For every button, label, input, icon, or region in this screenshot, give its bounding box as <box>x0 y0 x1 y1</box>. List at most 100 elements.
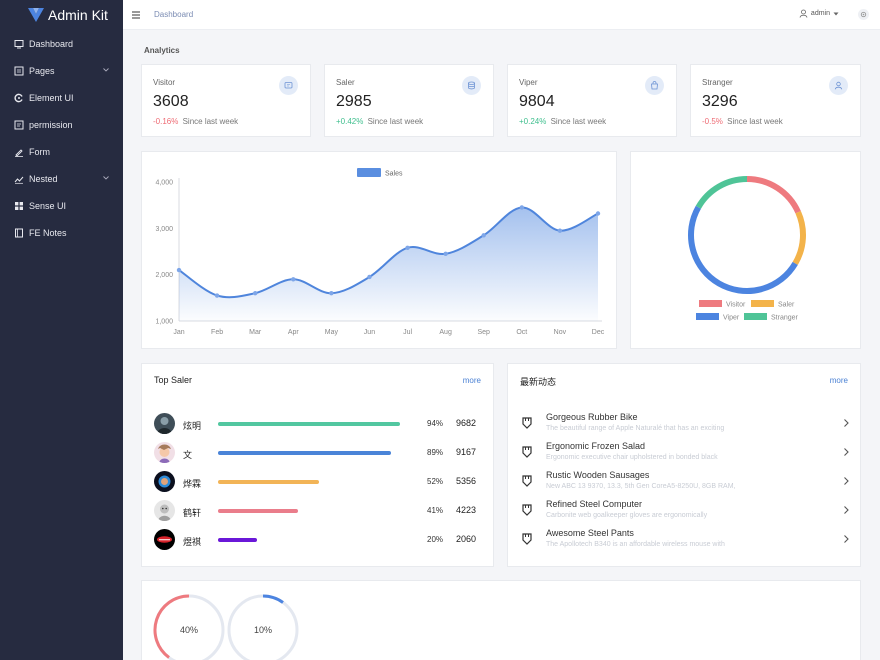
stat-change: +0.24% Since last week <box>519 117 606 126</box>
saler-row[interactable]: 烨霖 52% 5356 <box>154 471 480 493</box>
progress-bar <box>218 509 412 513</box>
y-tick-label: 1,000 <box>155 319 173 326</box>
x-tick-label: Jan <box>173 329 184 336</box>
badge-icon <box>522 475 532 487</box>
data-point[interactable] <box>214 293 220 298</box>
stat-card-visitor: Visitor 3608 -0.16% Since last week <box>141 64 311 137</box>
activity-item[interactable]: Awesome Steel Pants The Apollotech B340 … <box>520 528 850 554</box>
donut-slice[interactable] <box>695 176 748 209</box>
saler-name: 烨霖 <box>183 479 202 489</box>
hamburger-icon[interactable] <box>132 11 140 19</box>
sidebar-item-label: Sense UI <box>29 200 67 211</box>
data-point[interactable] <box>252 291 258 296</box>
sidebar-item-permission[interactable]: permission <box>0 111 123 138</box>
data-point[interactable] <box>443 251 448 257</box>
sidebar-item-dashboard[interactable]: Dashboard <box>0 30 123 57</box>
saler-row[interactable]: 文 89% 9167 <box>154 442 480 464</box>
user-menu[interactable]: admin <box>799 9 842 18</box>
sidebar-item-nested[interactable]: Nested <box>0 165 123 192</box>
badge-icon <box>522 533 532 545</box>
form-icon <box>14 147 24 157</box>
legend-label: Saler <box>778 302 795 309</box>
data-point[interactable] <box>291 277 296 282</box>
y-tick-label: 2,000 <box>155 272 173 279</box>
activity-title: Rustic Wooden Sausages <box>546 470 650 480</box>
legend-swatch <box>699 300 722 307</box>
donut-chart-card: Visitor Saler Viper Stranger <box>630 151 861 349</box>
progress-fill <box>218 538 257 542</box>
saler-value: 4223 <box>456 505 477 515</box>
x-tick-label: Dec <box>592 329 605 336</box>
saler-row[interactable]: 炫明 94% 9682 <box>154 413 480 435</box>
activity-title: Refined Steel Computer <box>546 499 643 509</box>
pages-icon <box>14 66 24 76</box>
data-point[interactable] <box>367 274 372 280</box>
activity-item[interactable]: Rustic Wooden Sausages New ABC 13 9370, … <box>520 470 850 496</box>
saler-row[interactable]: 鹤轩 41% 4223 <box>154 500 480 522</box>
sidebar-item-fe-notes[interactable]: FE Notes <box>0 219 123 246</box>
caret-down-icon <box>833 12 839 15</box>
progress-gauges: 40% 10% <box>153 594 299 660</box>
sidebar-menu: Dashboard Pages Element UI permission Fo… <box>0 30 123 246</box>
saler-value: 2060 <box>456 534 477 544</box>
stat-label: Stranger <box>702 78 733 87</box>
username: admin <box>810 10 830 17</box>
chevron-right-icon <box>844 535 849 543</box>
database-icon <box>462 76 481 95</box>
grid-icon <box>14 201 24 211</box>
donut-slice[interactable] <box>688 205 798 294</box>
user-icon <box>829 76 848 95</box>
more-link[interactable]: more <box>829 376 848 385</box>
stat-change-percent: -0.5% <box>702 117 723 126</box>
user-icon <box>799 9 808 18</box>
saler-name: 炫明 <box>183 421 202 431</box>
x-tick-label: Apr <box>288 329 300 336</box>
legend-swatch <box>751 300 774 307</box>
gauges-card: 40% 10% <box>141 580 861 660</box>
donut-slice[interactable] <box>792 210 806 265</box>
app-title: Admin Kit <box>48 7 108 23</box>
progress-bar <box>218 451 412 455</box>
activity-subtitle: Carbonite web goalkeeper gloves are ergo… <box>546 512 708 519</box>
sidebar-item-form[interactable]: Form <box>0 138 123 165</box>
saler-percent: 20% <box>427 535 444 544</box>
gauge-label: 10% <box>254 625 272 635</box>
sidebar-item-pages[interactable]: Pages <box>0 57 123 84</box>
visitor-donut-chart: Visitor Saler Viper Stranger <box>688 176 806 322</box>
data-point[interactable] <box>595 211 601 216</box>
saler-value: 9682 <box>456 418 477 428</box>
saler-row[interactable]: 煜祺 20% 2060 <box>154 529 480 551</box>
data-point[interactable] <box>405 245 410 250</box>
sidebar-item-element-ui[interactable]: Element UI <box>0 84 123 111</box>
stat-change-percent: -0.16% <box>153 117 179 126</box>
data-point[interactable] <box>176 267 182 273</box>
breadcrumb[interactable]: Dashboard <box>154 10 194 19</box>
data-point[interactable] <box>329 291 334 296</box>
data-point[interactable] <box>557 228 563 233</box>
settings-button[interactable] <box>858 9 869 20</box>
activity-subtitle: Ergonomic executive chair upholstered in… <box>546 454 718 461</box>
activity-item[interactable]: Gorgeous Rubber Bike The beautiful range… <box>520 412 850 438</box>
activity-subtitle: New ABC 13 9370, 13.3, 5th Gen CoreA5-82… <box>546 483 736 490</box>
top-saler-card: Top Saler more 炫明 94% 9682 文 89% 9167 烨霖… <box>141 363 494 567</box>
data-point[interactable] <box>519 205 525 210</box>
panel-title: 最新动态 <box>520 377 557 387</box>
avatar <box>154 529 175 550</box>
activity-item[interactable]: Refined Steel Computer Carbonite web goa… <box>520 499 850 525</box>
progress-bar <box>218 538 412 542</box>
sidebar-item-sense-ui[interactable]: Sense UI <box>0 192 123 219</box>
logo[interactable]: Admin Kit <box>0 0 123 30</box>
x-tick-label: Jul <box>403 329 412 336</box>
y-tick-label: 4,000 <box>155 180 173 187</box>
activity-title: Ergonomic Frozen Salad <box>546 441 646 451</box>
donut-slice[interactable] <box>746 176 801 214</box>
activity-item[interactable]: Ergonomic Frozen Salad Ergonomic executi… <box>520 441 850 467</box>
avatar <box>154 500 175 521</box>
saler-percent: 94% <box>427 419 444 428</box>
activity-title: Gorgeous Rubber Bike <box>546 412 638 422</box>
avatar <box>154 471 175 492</box>
more-link[interactable]: more <box>462 376 481 385</box>
stat-change-suffix: Since last week <box>727 117 783 126</box>
data-point[interactable] <box>481 233 486 238</box>
gauge-progress <box>262 594 284 604</box>
